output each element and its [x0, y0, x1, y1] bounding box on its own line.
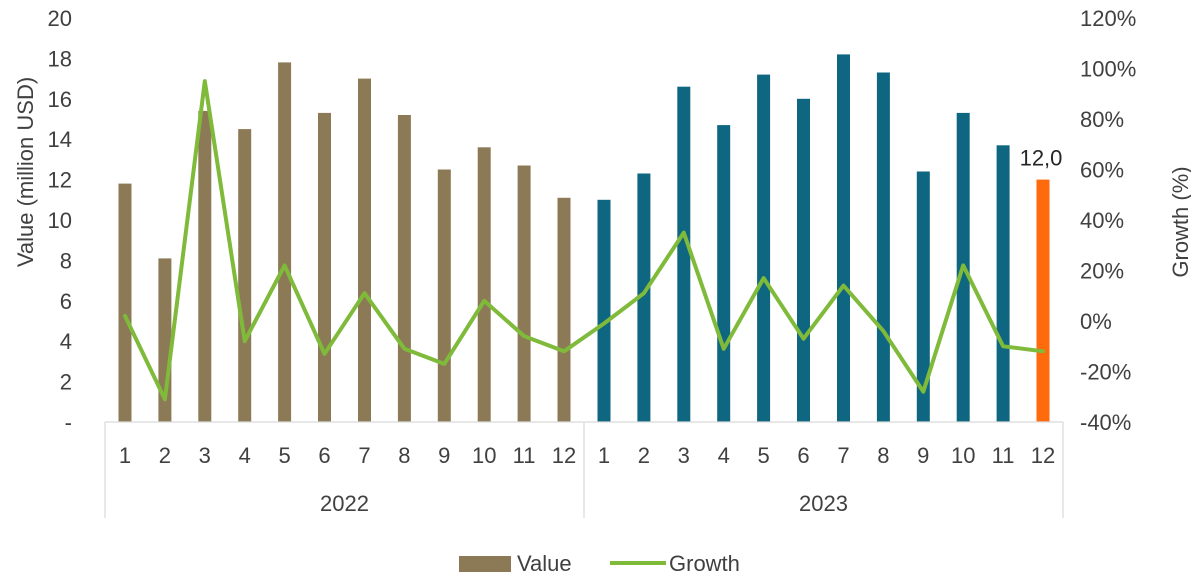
value-bar	[1036, 179, 1050, 422]
bar-data-label: 12,0	[1020, 146, 1063, 171]
x-tick-label: 8	[877, 443, 889, 468]
y-tick-label: 2	[60, 370, 72, 395]
y-tick-label: 16	[48, 87, 72, 112]
y2-tick-label: -20%	[1080, 360, 1131, 385]
value-bar	[837, 54, 850, 423]
x-tick-label: 10	[472, 443, 496, 468]
x-tick-label: 6	[318, 443, 330, 468]
x-tick-label: 2	[159, 443, 171, 468]
y-tick-label: 8	[60, 248, 72, 273]
y2-tick-label: 20%	[1080, 259, 1124, 284]
growth-line-layer	[123, 79, 1045, 402]
value-bar	[517, 165, 531, 422]
x-tick-label: 9	[438, 443, 450, 468]
value-bar	[118, 183, 132, 422]
y2-tick-label: 60%	[1080, 158, 1124, 183]
y-tick-label: 20	[48, 6, 72, 31]
y2-tick-label: 80%	[1080, 107, 1124, 132]
growth-line	[123, 79, 1045, 402]
y-tick-label: 12	[48, 168, 72, 193]
value-bar	[597, 199, 611, 422]
bars-layer	[118, 54, 1050, 423]
y-axis-title: Value (million USD)	[13, 77, 38, 267]
x-tick-label: 5	[278, 443, 290, 468]
y2-tick-label: 120%	[1080, 6, 1136, 31]
value-bar	[238, 129, 252, 422]
y-tick-label: 14	[48, 127, 72, 152]
x-tick-label: 11	[992, 443, 1015, 468]
value-bar	[797, 98, 810, 423]
x-tick-label: 7	[837, 443, 849, 468]
x-tick-label: 6	[797, 443, 809, 468]
axes-layer: -2468101214161820-40%-20%0%20%40%60%80%1…	[48, 6, 1136, 518]
x-group-label: 2022	[320, 491, 369, 516]
x-tick-label: 3	[678, 443, 690, 468]
y-tick-label: 10	[48, 208, 72, 233]
value-bar	[358, 78, 371, 422]
value-bar	[996, 145, 1010, 423]
value-bar	[916, 171, 930, 422]
x-tick-label: 9	[917, 443, 929, 468]
value-bar	[397, 115, 411, 422]
y-tick-label: -	[65, 410, 72, 435]
value-bar	[717, 125, 731, 422]
x-tick-label: 7	[358, 443, 370, 468]
y2-tick-label: 100%	[1080, 57, 1136, 82]
value-bar	[198, 110, 212, 423]
value-bar	[318, 112, 331, 423]
value-bar	[278, 62, 292, 423]
y2-tick-label: -40%	[1080, 410, 1131, 435]
x-tick-label: 3	[199, 443, 211, 468]
x-tick-label: 5	[757, 443, 769, 468]
legend-value-swatch	[459, 556, 511, 572]
x-tick-label: 8	[398, 443, 410, 468]
x-tick-label: 10	[951, 443, 975, 468]
value-bar	[557, 197, 571, 422]
legend: Value Growth	[459, 551, 740, 576]
legend-growth-label: Growth	[669, 551, 740, 576]
legend-value-label: Value	[517, 551, 572, 576]
value-bar	[637, 173, 651, 422]
y-tick-label: 18	[48, 46, 72, 71]
value-bar	[757, 74, 771, 422]
y-tick-label: 6	[60, 289, 72, 314]
y-tick-label: 4	[60, 329, 72, 354]
x-tick-label: 1	[119, 443, 131, 468]
x-tick-label: 2	[638, 443, 650, 468]
x-tick-label: 4	[718, 443, 730, 468]
x-tick-label: 12	[552, 443, 576, 468]
y2-tick-label: 0%	[1080, 309, 1112, 334]
x-group-label: 2023	[799, 491, 848, 516]
y2-tick-label: 40%	[1080, 208, 1124, 233]
y2-axis-title: Growth (%)	[1168, 166, 1191, 277]
x-tick-label: 12	[1031, 443, 1055, 468]
x-tick-label: 11	[513, 443, 536, 468]
x-tick-label: 4	[239, 443, 251, 468]
value-bar	[437, 169, 451, 422]
value-bar	[876, 72, 890, 422]
x-tick-label: 1	[598, 443, 610, 468]
value-bar	[677, 86, 691, 422]
value-bar	[477, 147, 491, 423]
